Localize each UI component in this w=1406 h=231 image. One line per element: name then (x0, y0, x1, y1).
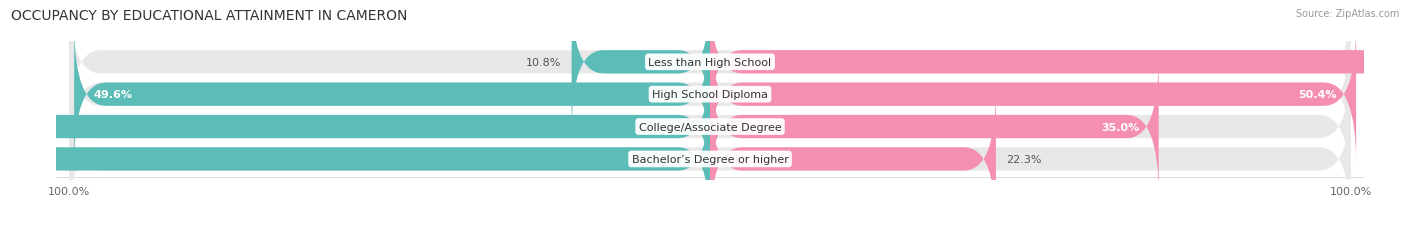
Text: High School Diploma: High School Diploma (652, 90, 768, 100)
FancyBboxPatch shape (69, 26, 1351, 164)
FancyBboxPatch shape (710, 90, 995, 228)
Text: College/Associate Degree: College/Associate Degree (638, 122, 782, 132)
FancyBboxPatch shape (69, 90, 1351, 228)
FancyBboxPatch shape (0, 58, 710, 196)
Text: 22.3%: 22.3% (1007, 154, 1042, 164)
Text: 49.6%: 49.6% (93, 90, 132, 100)
FancyBboxPatch shape (69, 58, 1351, 196)
FancyBboxPatch shape (710, 26, 1357, 164)
FancyBboxPatch shape (75, 26, 710, 164)
FancyBboxPatch shape (710, 0, 1406, 131)
Text: OCCUPANCY BY EDUCATIONAL ATTAINMENT IN CAMERON: OCCUPANCY BY EDUCATIONAL ATTAINMENT IN C… (11, 9, 408, 23)
FancyBboxPatch shape (0, 90, 710, 228)
FancyBboxPatch shape (69, 0, 1351, 131)
FancyBboxPatch shape (572, 0, 710, 131)
Text: 35.0%: 35.0% (1101, 122, 1139, 132)
Text: Source: ZipAtlas.com: Source: ZipAtlas.com (1295, 9, 1399, 19)
Text: 50.4%: 50.4% (1298, 90, 1337, 100)
Text: Bachelor’s Degree or higher: Bachelor’s Degree or higher (631, 154, 789, 164)
Text: Less than High School: Less than High School (648, 58, 772, 67)
FancyBboxPatch shape (710, 58, 1159, 196)
Text: 10.8%: 10.8% (526, 58, 561, 67)
